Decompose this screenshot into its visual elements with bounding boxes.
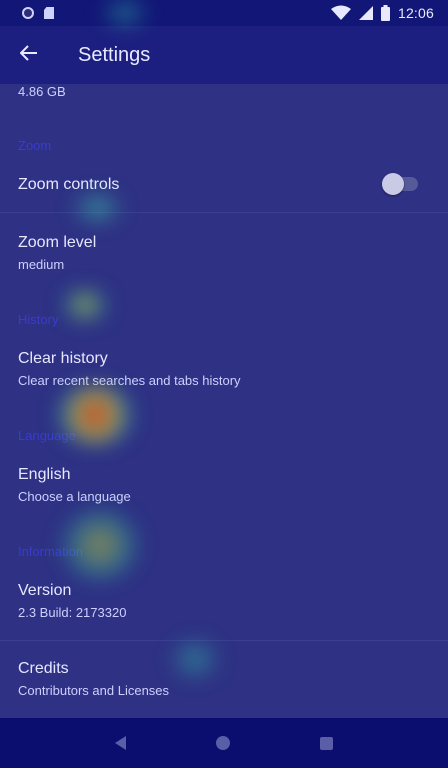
credits-summary: Contributors and Licenses bbox=[18, 683, 170, 698]
zoom-level-summary: medium bbox=[18, 257, 65, 272]
status-left-icons bbox=[22, 7, 54, 19]
section-header-language: Language bbox=[18, 428, 76, 443]
status-bar: 12:06 bbox=[0, 0, 448, 26]
language-title: English bbox=[18, 466, 71, 483]
status-right-icons: 12:06 bbox=[330, 5, 434, 21]
divider bbox=[0, 640, 448, 641]
back-button[interactable] bbox=[0, 26, 58, 84]
nav-back-icon[interactable] bbox=[115, 736, 126, 750]
navigation-bar bbox=[0, 718, 448, 768]
version-title: Version bbox=[18, 582, 72, 599]
status-time: 12:06 bbox=[397, 5, 434, 21]
nav-recents-icon[interactable] bbox=[320, 736, 333, 750]
sd-card-icon bbox=[44, 7, 54, 19]
section-header-history: History bbox=[18, 312, 59, 327]
section-header-information: Information bbox=[18, 544, 84, 559]
settings-list[interactable]: 4.86 GB Zoom Zoom controls Zoom level me… bbox=[0, 84, 448, 718]
credits-title: Credits bbox=[18, 660, 69, 677]
battery-icon bbox=[380, 5, 390, 21]
signal-icon bbox=[358, 6, 373, 20]
wifi-icon bbox=[330, 5, 351, 21]
notification-dot-icon bbox=[22, 7, 34, 19]
version-summary: 2.3 Build: 2173320 bbox=[18, 605, 127, 620]
clear-history-title: Clear history bbox=[18, 350, 108, 367]
nav-home-icon[interactable] bbox=[216, 736, 230, 750]
zoom-level-title: Zoom level bbox=[18, 234, 97, 251]
storage-value: 4.86 GB bbox=[18, 84, 66, 99]
zoom-controls-toggle[interactable] bbox=[382, 173, 404, 195]
page-title: Settings bbox=[78, 43, 151, 66]
section-header-zoom: Zoom bbox=[18, 138, 52, 153]
language-summary: Choose a language bbox=[18, 489, 131, 504]
app-bar: Settings bbox=[0, 26, 448, 84]
divider bbox=[0, 212, 448, 213]
zoom-controls-title: Zoom controls bbox=[18, 176, 120, 193]
clear-history-summary: Clear recent searches and tabs history bbox=[18, 373, 241, 388]
arrow-back-icon bbox=[19, 44, 38, 66]
